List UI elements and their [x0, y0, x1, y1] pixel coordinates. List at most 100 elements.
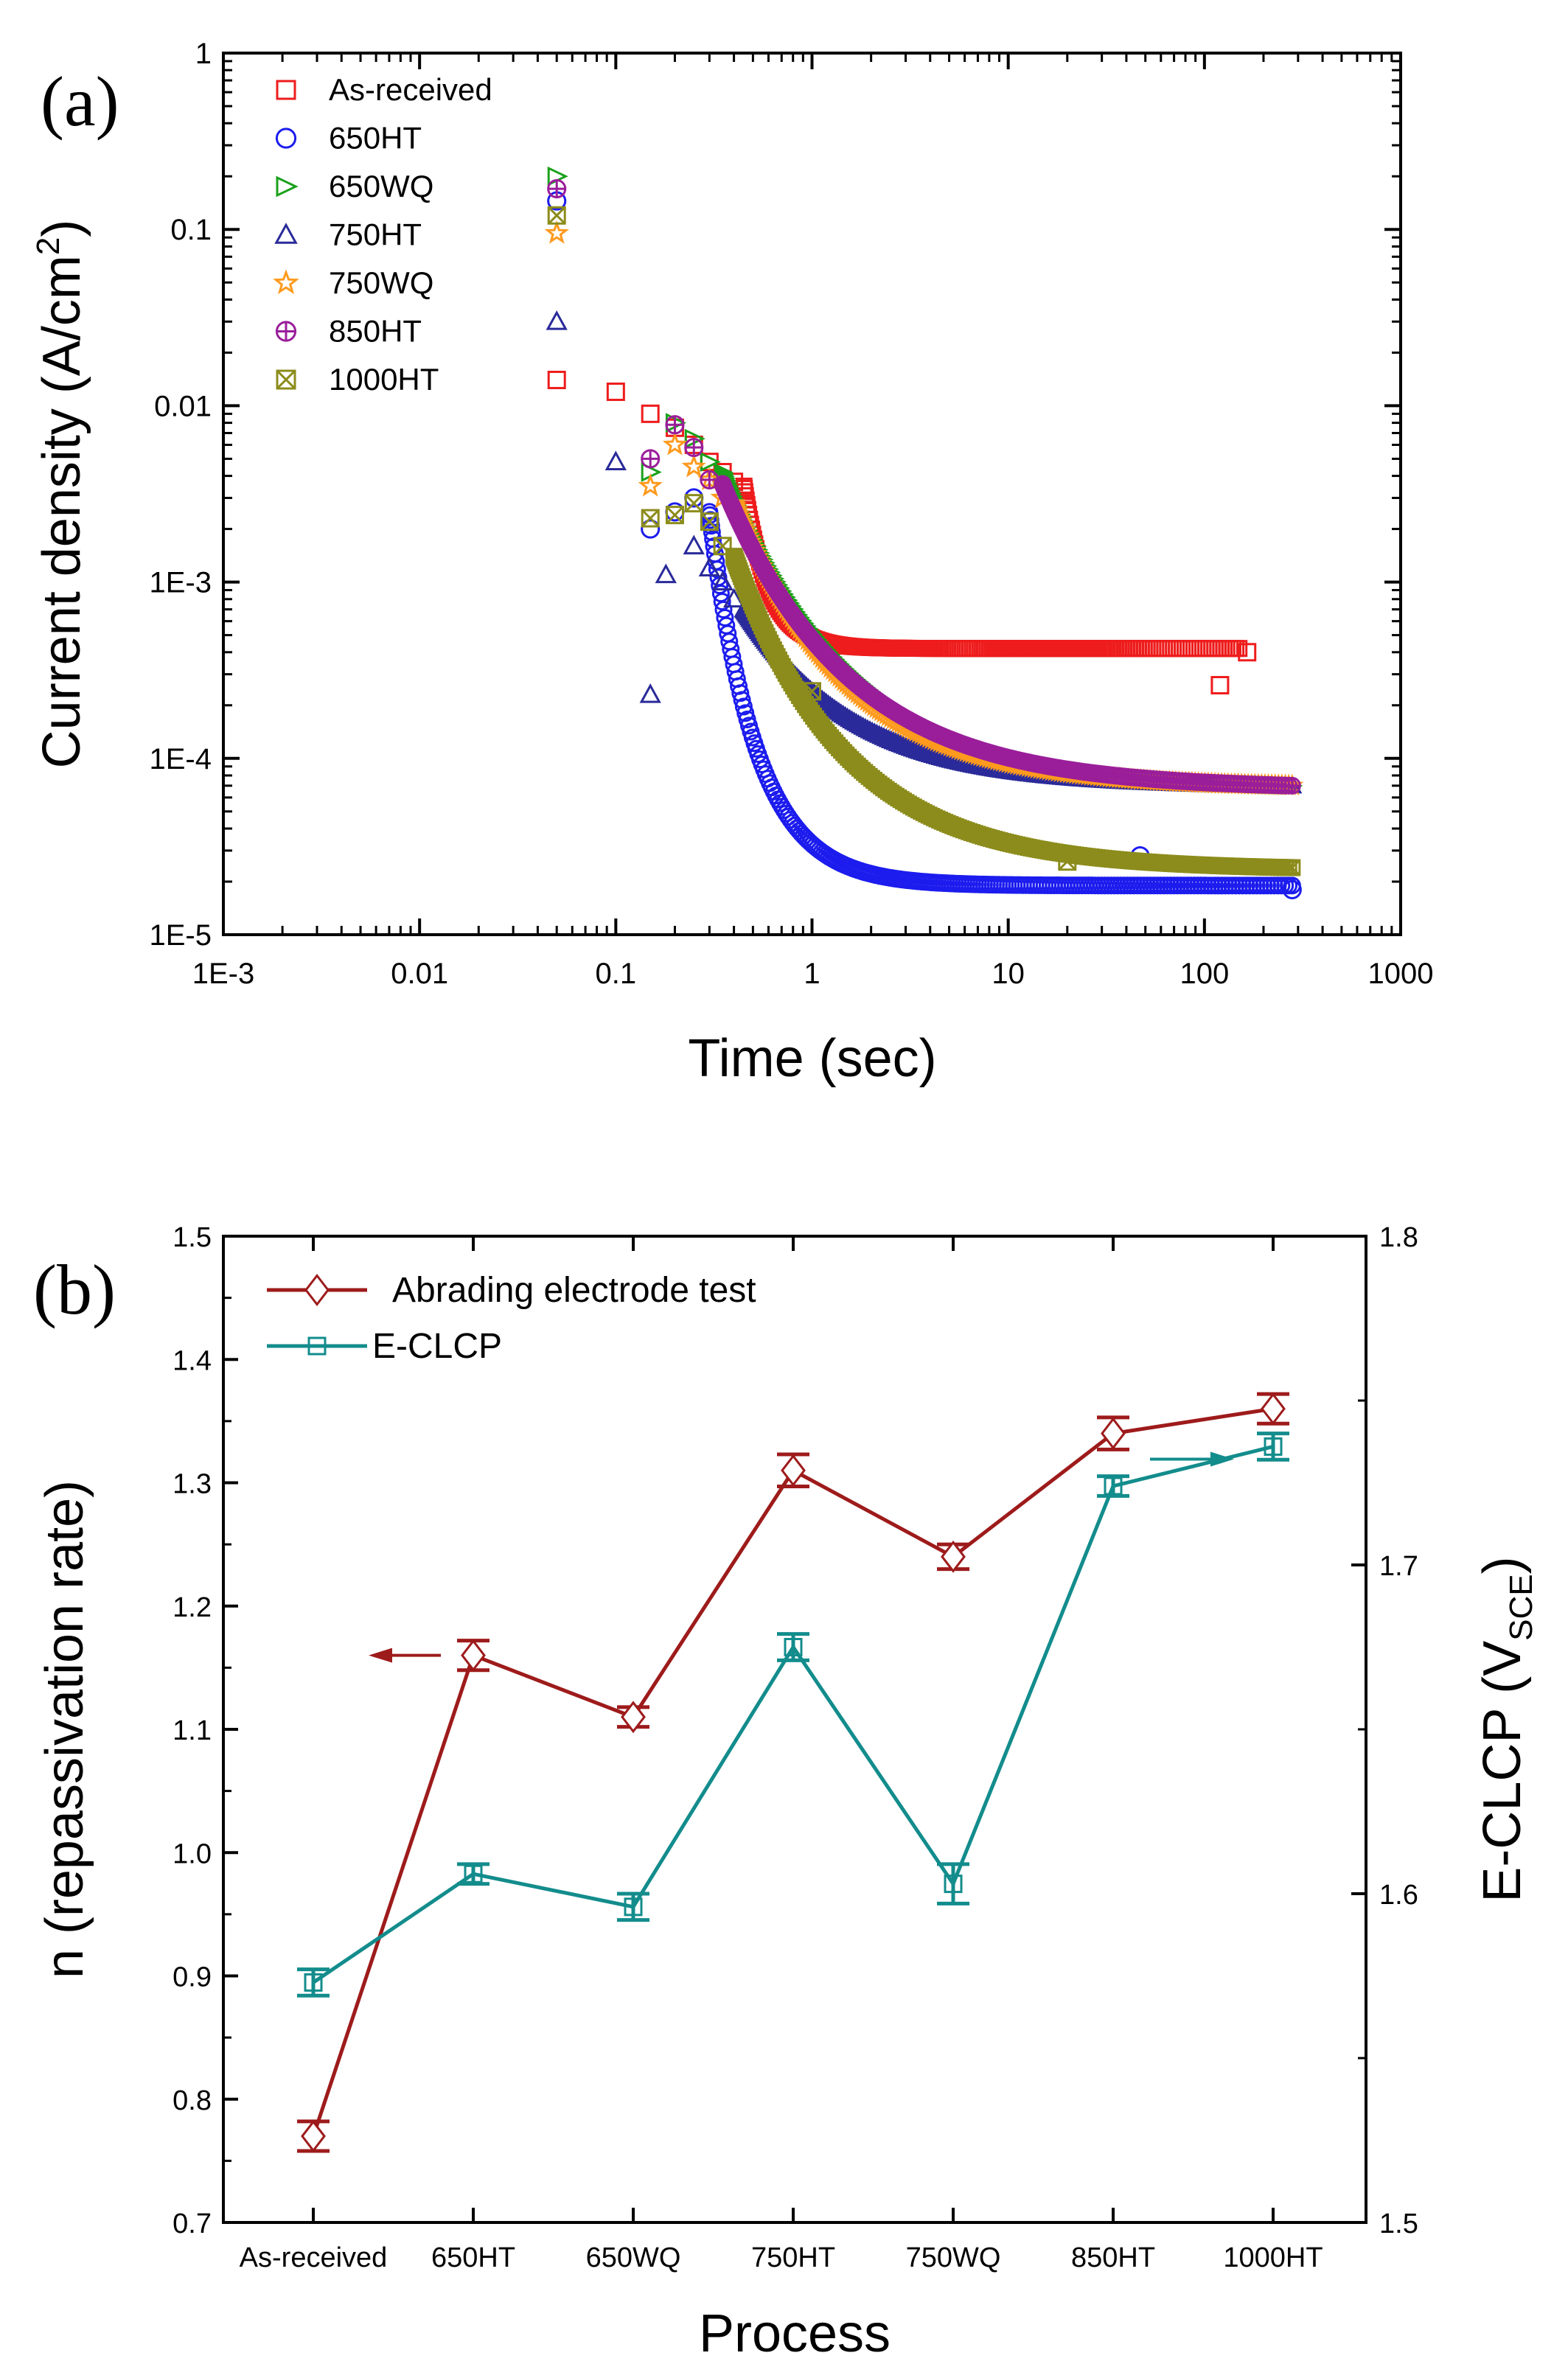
- x-tick-label: 650HT: [431, 2242, 515, 2273]
- left-axis-arrowhead: [369, 1648, 392, 1663]
- data-point: [638, 473, 663, 497]
- data-point: [733, 691, 751, 709]
- legend-item: 750HT: [274, 217, 422, 252]
- x-tick-label: 1000HT: [1223, 2242, 1323, 2273]
- legend-marker: [273, 269, 299, 295]
- left-tick-label: 1.5: [173, 1222, 212, 1253]
- data-point: [681, 453, 706, 478]
- legend-item: 750WQ: [273, 265, 433, 300]
- data-point: [621, 1701, 646, 1734]
- data-point: [734, 697, 753, 716]
- y-tick-label: 1E-3: [150, 567, 212, 599]
- legend-item: 650HT: [275, 121, 422, 156]
- panel-a-legend: As-received 650HT 650WQ 750HT 750WQ 850HT 1000…: [273, 72, 492, 397]
- y-tick-label: 0.01: [154, 390, 212, 422]
- x-tick-label: 1E-3: [192, 958, 255, 990]
- legend-item: 650WQ: [276, 169, 433, 203]
- data-point: [606, 382, 625, 401]
- panel-a: (a) 1E-3 0.01 0.1 1 10 100 1000 1E-5 1E-4 1E-3 0.0…: [30, 38, 1433, 1088]
- data-point: [944, 1875, 963, 1894]
- panel-b: (b) 0.7 0.8 0.9 1.0 1.1 1.2 1.3 1.4 1.5 1.5 1.6 1.7…: [33, 1222, 1539, 2363]
- legend-item: 1000HT: [276, 362, 439, 397]
- legend-label: 750HT: [329, 217, 422, 252]
- data-point: [665, 415, 685, 435]
- right-tick-label: 1.7: [1379, 1551, 1418, 1582]
- error-bar: [1097, 1474, 1129, 1498]
- data-point: [304, 1973, 323, 1992]
- data-point: [683, 534, 705, 555]
- data-point: [1261, 1392, 1286, 1426]
- data-point: [547, 206, 566, 225]
- data-point: [711, 571, 734, 590]
- legend-label: 750WQ: [329, 265, 433, 300]
- y-tick-label: 1: [195, 38, 212, 70]
- error-bar: [457, 1862, 489, 1886]
- x-tick-label: 10: [992, 958, 1025, 990]
- series-650ht: [547, 191, 1302, 899]
- data-point: [641, 509, 660, 528]
- data-point: [803, 682, 821, 701]
- data-point: [655, 563, 677, 584]
- panel-b-left-axis-label: n (repassivation rate): [35, 1480, 94, 1978]
- legend-item: Abrading electrode test: [267, 1271, 756, 1310]
- legend-marker: [304, 1274, 330, 1306]
- x-tick-label: 650WQ: [586, 2242, 681, 2273]
- legend-label: 650HT: [329, 121, 422, 156]
- legend-item: 850HT: [275, 314, 422, 349]
- right-tick-label: 1.6: [1379, 1880, 1418, 1911]
- x-tick-label: As-received: [240, 2242, 388, 2273]
- left-tick-label: 1.0: [173, 1838, 212, 1869]
- axis-arrows: [369, 1451, 1234, 1663]
- data-point: [547, 179, 567, 199]
- data-point: [702, 517, 720, 535]
- series-1000ht: [547, 206, 1301, 876]
- panel-a-data-points: [544, 166, 1304, 899]
- left-tick-label: 1.4: [173, 1345, 212, 1376]
- panel-b-x-axis-label: Process: [699, 2304, 891, 2363]
- panel-a-frame: [222, 52, 1402, 936]
- x-tick-label: 0.01: [391, 958, 448, 990]
- panel-b-label: (b): [33, 1250, 116, 1329]
- series-abrading-electrode-test: [297, 1392, 1289, 2153]
- x-tick-label: 750WQ: [906, 2242, 1001, 2273]
- right-tick-label: 1.5: [1379, 2208, 1418, 2239]
- series-e-clcp: [297, 1432, 1289, 1998]
- data-point: [547, 370, 566, 389]
- data-point: [684, 437, 704, 458]
- panel-a-y-label-main: Current density (A/cm: [32, 255, 91, 768]
- panel-b-frame: [222, 1235, 1367, 2224]
- data-point: [641, 449, 661, 469]
- panel-b-right-axis-label: E-CLCP (VSCE): [1473, 1556, 1539, 1902]
- data-point: [604, 450, 627, 471]
- panel-b-right-label-main: E-CLCP (V: [1473, 1641, 1532, 1903]
- legend-label: E-CLCP: [372, 1327, 502, 1366]
- x-tick-label: 850HT: [1071, 2242, 1155, 2273]
- y-tick-label: 1E-4: [150, 743, 212, 775]
- legend-label: 850HT: [329, 314, 422, 349]
- legend-item: E-CLCP: [267, 1327, 502, 1366]
- legend-label: Abrading electrode test: [392, 1271, 756, 1310]
- data-point: [713, 537, 732, 556]
- data-point: [1101, 1417, 1126, 1450]
- error-bar: [937, 1862, 969, 1906]
- data-point: [1282, 879, 1302, 899]
- data-point: [700, 452, 721, 473]
- left-tick-label: 0.8: [173, 2085, 212, 2116]
- data-point: [624, 1897, 643, 1917]
- legend-label: As-received: [329, 72, 492, 107]
- series-850ht: [547, 179, 1301, 795]
- panel-a-y-label-end: ): [32, 220, 91, 237]
- data-point: [464, 1864, 483, 1883]
- left-tick-label: 1.1: [173, 1715, 212, 1746]
- left-tick-label: 1.3: [173, 1469, 212, 1500]
- data-point: [639, 683, 661, 703]
- data-point: [662, 432, 688, 456]
- legend-item: As-received: [276, 72, 492, 107]
- legend-marker: [274, 223, 298, 244]
- x-tick-label: 1000: [1368, 958, 1434, 990]
- data-point: [700, 470, 719, 489]
- y-tick-label: 0.1: [170, 214, 212, 246]
- left-tick-label: 0.7: [173, 2208, 212, 2239]
- legend-marker: [276, 80, 296, 100]
